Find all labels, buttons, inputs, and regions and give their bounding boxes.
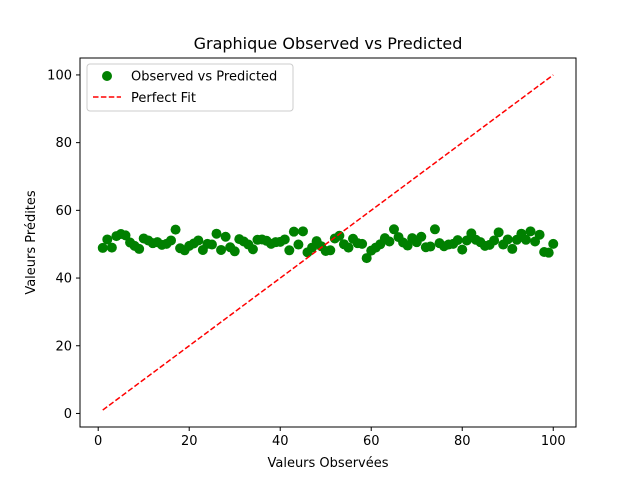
data-point (384, 236, 395, 247)
plot-area (79, 57, 577, 428)
data-point (520, 234, 531, 245)
data-point (166, 235, 177, 246)
data-point (102, 234, 113, 245)
data-point (293, 239, 304, 250)
data-point (106, 242, 117, 253)
data-point (461, 235, 472, 246)
data-point (343, 242, 354, 253)
axes-frame (79, 57, 577, 428)
data-point (288, 226, 299, 237)
x-tick-label: 80 (454, 434, 471, 449)
data-point (134, 243, 145, 254)
y-tick-label: 20 (55, 339, 72, 354)
legend-frame (86, 63, 294, 112)
legend-marker-scatter (102, 71, 112, 81)
y-tick-label: 60 (55, 204, 72, 219)
y-axis-ticks: 0 20 40 60 80 100 (47, 68, 80, 422)
data-point (452, 235, 463, 246)
data-point (402, 240, 413, 251)
data-point (388, 224, 399, 235)
perfect-fit-line (102, 74, 554, 411)
x-axis-label: Valeurs Observées (267, 456, 388, 471)
legend-label-observed: Observed vs Predicted (131, 70, 277, 85)
data-point (548, 238, 559, 249)
data-point (170, 224, 181, 235)
y-tick-label: 100 (47, 68, 72, 83)
data-point (334, 230, 345, 241)
data-point (534, 229, 545, 240)
data-point (457, 244, 468, 255)
data-point (193, 235, 204, 246)
data-point (220, 231, 231, 242)
series-layer (97, 74, 559, 411)
x-tick-label: 100 (541, 434, 566, 449)
data-point (120, 230, 131, 241)
legend: Observed vs Predicted Perfect Fit (86, 63, 294, 112)
y-axis-label: Valeurs Prédites (24, 190, 39, 295)
data-point (416, 231, 427, 242)
data-point (211, 228, 222, 239)
x-tick-label: 0 (94, 434, 102, 449)
data-point (525, 226, 536, 237)
data-point (543, 247, 554, 258)
data-point (357, 238, 368, 249)
data-point (206, 239, 217, 250)
data-point (507, 243, 518, 254)
data-point (325, 245, 336, 256)
data-point (361, 253, 372, 264)
x-tick-label: 20 (181, 434, 198, 449)
data-point (493, 227, 504, 238)
data-point (425, 241, 436, 252)
data-point (489, 235, 500, 246)
data-point (429, 224, 440, 235)
data-point (297, 226, 308, 237)
data-point (279, 234, 290, 245)
chart-title: Graphique Observed vs Predicted (194, 34, 463, 53)
data-point (284, 245, 295, 256)
y-tick-label: 40 (55, 272, 72, 287)
data-point (502, 234, 513, 245)
data-point (216, 244, 227, 255)
y-tick-label: 80 (55, 136, 72, 151)
y-tick-label: 0 (64, 407, 72, 422)
data-point (247, 244, 258, 255)
data-point (97, 242, 108, 253)
legend-label-perfect-fit: Perfect Fit (131, 91, 196, 106)
x-tick-label: 40 (272, 434, 289, 449)
x-tick-label: 60 (363, 434, 380, 449)
data-point (229, 246, 240, 257)
x-axis-ticks: 0 20 40 60 80 100 (94, 427, 566, 449)
